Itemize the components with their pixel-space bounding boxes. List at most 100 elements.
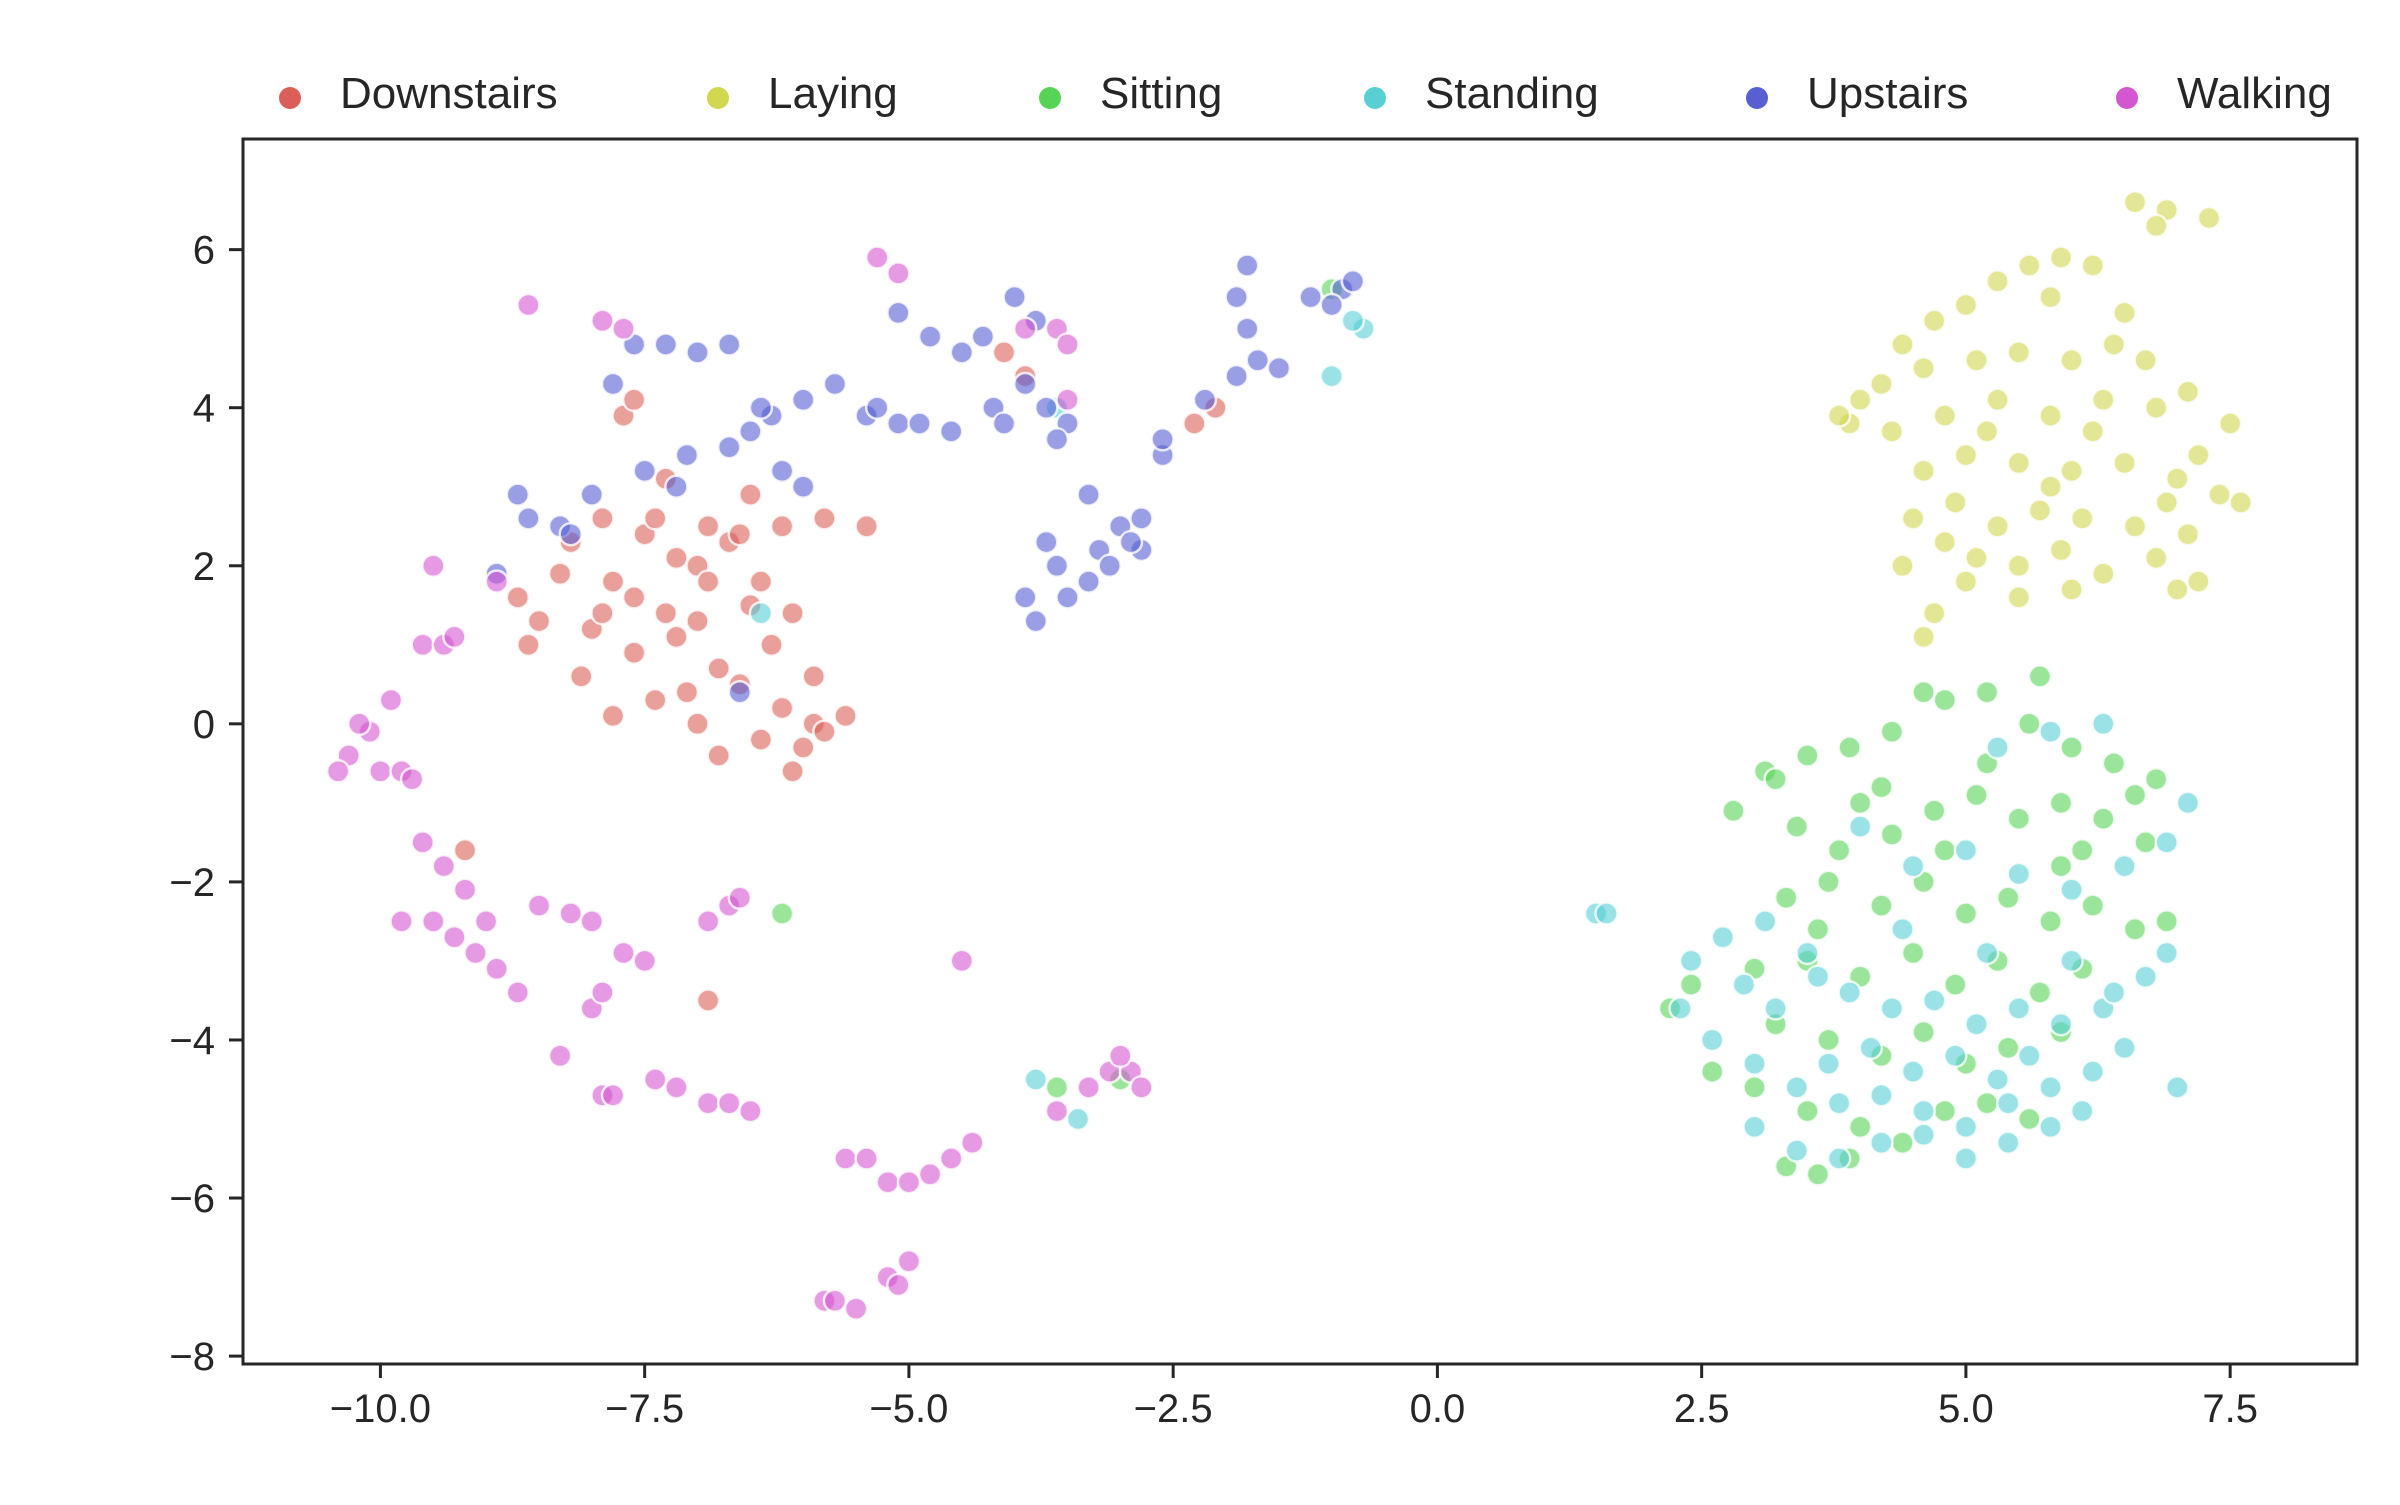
point-downstairs (769, 695, 795, 721)
point-walking (442, 624, 467, 650)
point-downstairs (685, 608, 710, 634)
point-laying (1943, 490, 1968, 515)
point-downstairs (748, 727, 774, 752)
point-laying (1932, 529, 1958, 555)
point-standing (2006, 861, 2032, 887)
point-upstairs (1044, 553, 1070, 579)
point-downstairs (991, 340, 1017, 365)
point-walking (727, 885, 753, 910)
point-downstairs (590, 600, 615, 626)
point-standing (1869, 1083, 1894, 1108)
point-downstairs (812, 719, 837, 744)
point-downstairs (801, 664, 827, 689)
point-downstairs (452, 838, 478, 863)
point-laying (2017, 253, 2042, 278)
point-walking (1129, 1075, 1154, 1100)
point-walking (325, 759, 351, 784)
point-downstairs (674, 679, 700, 705)
point-standing (1795, 940, 1820, 966)
point-standing (1742, 1051, 1767, 1076)
point-walking (484, 956, 509, 982)
point-standing (2175, 790, 2201, 816)
point-sitting (1826, 838, 1852, 863)
point-upstairs (1298, 284, 1323, 310)
point-upstairs (748, 395, 774, 420)
point-upstairs (1076, 569, 1101, 594)
point-laying (2196, 205, 2222, 231)
point-laying (2059, 458, 2084, 484)
point-sitting (2122, 782, 2148, 808)
point-standing (1964, 1011, 1989, 1037)
point-upstairs (1234, 316, 1260, 341)
point-sitting (1847, 790, 1873, 816)
legend-label: Standing (1425, 69, 1599, 118)
point-walking (442, 924, 467, 950)
series-downstairs (452, 340, 1228, 1013)
point-downstairs (621, 640, 647, 665)
point-upstairs (938, 419, 964, 444)
point-standing (1847, 814, 1873, 839)
point-walking (896, 1169, 922, 1195)
point-walking (399, 766, 425, 792)
point-walking (938, 1146, 964, 1171)
point-standing (2133, 964, 2158, 989)
point-sitting (1784, 814, 1810, 839)
point-standing (1023, 1067, 1049, 1092)
point-upstairs (685, 340, 710, 365)
point-upstairs (886, 300, 911, 326)
point-sitting (2091, 806, 2116, 831)
point-standing (1943, 1043, 1968, 1069)
x-tick-label: 7.5 (2202, 1387, 2258, 1431)
point-standing (1805, 964, 1831, 989)
point-downstairs (642, 506, 668, 531)
point-laying (1953, 442, 1979, 468)
y-tick-label: 0 (193, 703, 215, 747)
point-standing (2038, 1075, 2063, 1100)
point-walking (1044, 1098, 1070, 1124)
point-downstairs (780, 600, 805, 626)
point-walking (843, 1296, 869, 1321)
point-upstairs (600, 371, 626, 397)
point-sitting (2133, 830, 2158, 855)
point-walking (738, 1098, 763, 1124)
series-standing (748, 308, 2201, 1171)
point-sitting (2027, 980, 2053, 1005)
point-laying (2080, 253, 2106, 278)
point-sitting (2017, 1106, 2042, 1132)
point-sitting (1721, 798, 1746, 824)
point-walking (1055, 332, 1080, 357)
point-laying (2091, 561, 2116, 586)
x-tick-label: −10.0 (330, 1387, 431, 1431)
point-upstairs (1023, 608, 1049, 634)
point-standing (2112, 853, 2137, 879)
point-standing (2017, 1043, 2042, 1069)
legend-label: Sitting (1100, 69, 1222, 118)
point-walking (833, 1146, 858, 1171)
point-sitting (1974, 1090, 2000, 1116)
point-laying (2186, 442, 2211, 468)
point-sitting (1869, 774, 1894, 800)
legend-item-upstairs: Upstairs (1746, 69, 1968, 118)
point-upstairs (505, 482, 531, 507)
point-laying (2143, 213, 2169, 239)
point-walking (632, 948, 657, 974)
y-tick-label: −2 (169, 861, 215, 905)
point-standing (1900, 1059, 1926, 1084)
point-laying (2059, 577, 2084, 602)
point-sitting (2027, 664, 2053, 689)
point-walking (695, 1090, 721, 1116)
point-laying (2038, 403, 2063, 428)
point-downstairs (695, 988, 721, 1013)
point-standing (1699, 1027, 1725, 1053)
point-laying (1911, 355, 1936, 381)
legend-item-downstairs: Downstairs (279, 69, 558, 118)
point-downstairs (854, 514, 879, 539)
point-standing (1319, 363, 1344, 389)
point-standing (1678, 948, 1704, 974)
point-laying (1847, 387, 1873, 413)
point-laying (2048, 245, 2074, 270)
point-laying (1911, 458, 1936, 484)
point-laying (2122, 514, 2148, 539)
point-downstairs (695, 569, 721, 594)
legend-item-walking: Walking (2116, 69, 2332, 118)
